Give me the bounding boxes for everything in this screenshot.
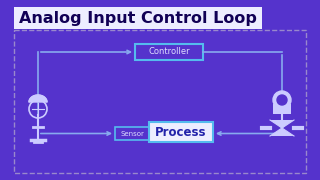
FancyBboxPatch shape [135,44,203,60]
Circle shape [273,91,291,109]
Bar [14,30,306,173]
Polygon shape [29,95,47,102]
Circle shape [277,95,287,105]
FancyBboxPatch shape [14,7,262,29]
FancyBboxPatch shape [115,127,149,140]
Text: Analog Input Control Loop: Analog Input Control Loop [19,10,257,26]
Polygon shape [270,128,294,136]
Text: Controller: Controller [148,48,190,57]
Text: Process: Process [155,125,207,138]
FancyBboxPatch shape [149,122,213,142]
Bar [273,104,291,114]
Polygon shape [270,120,294,128]
Text: Sensor: Sensor [120,130,144,136]
